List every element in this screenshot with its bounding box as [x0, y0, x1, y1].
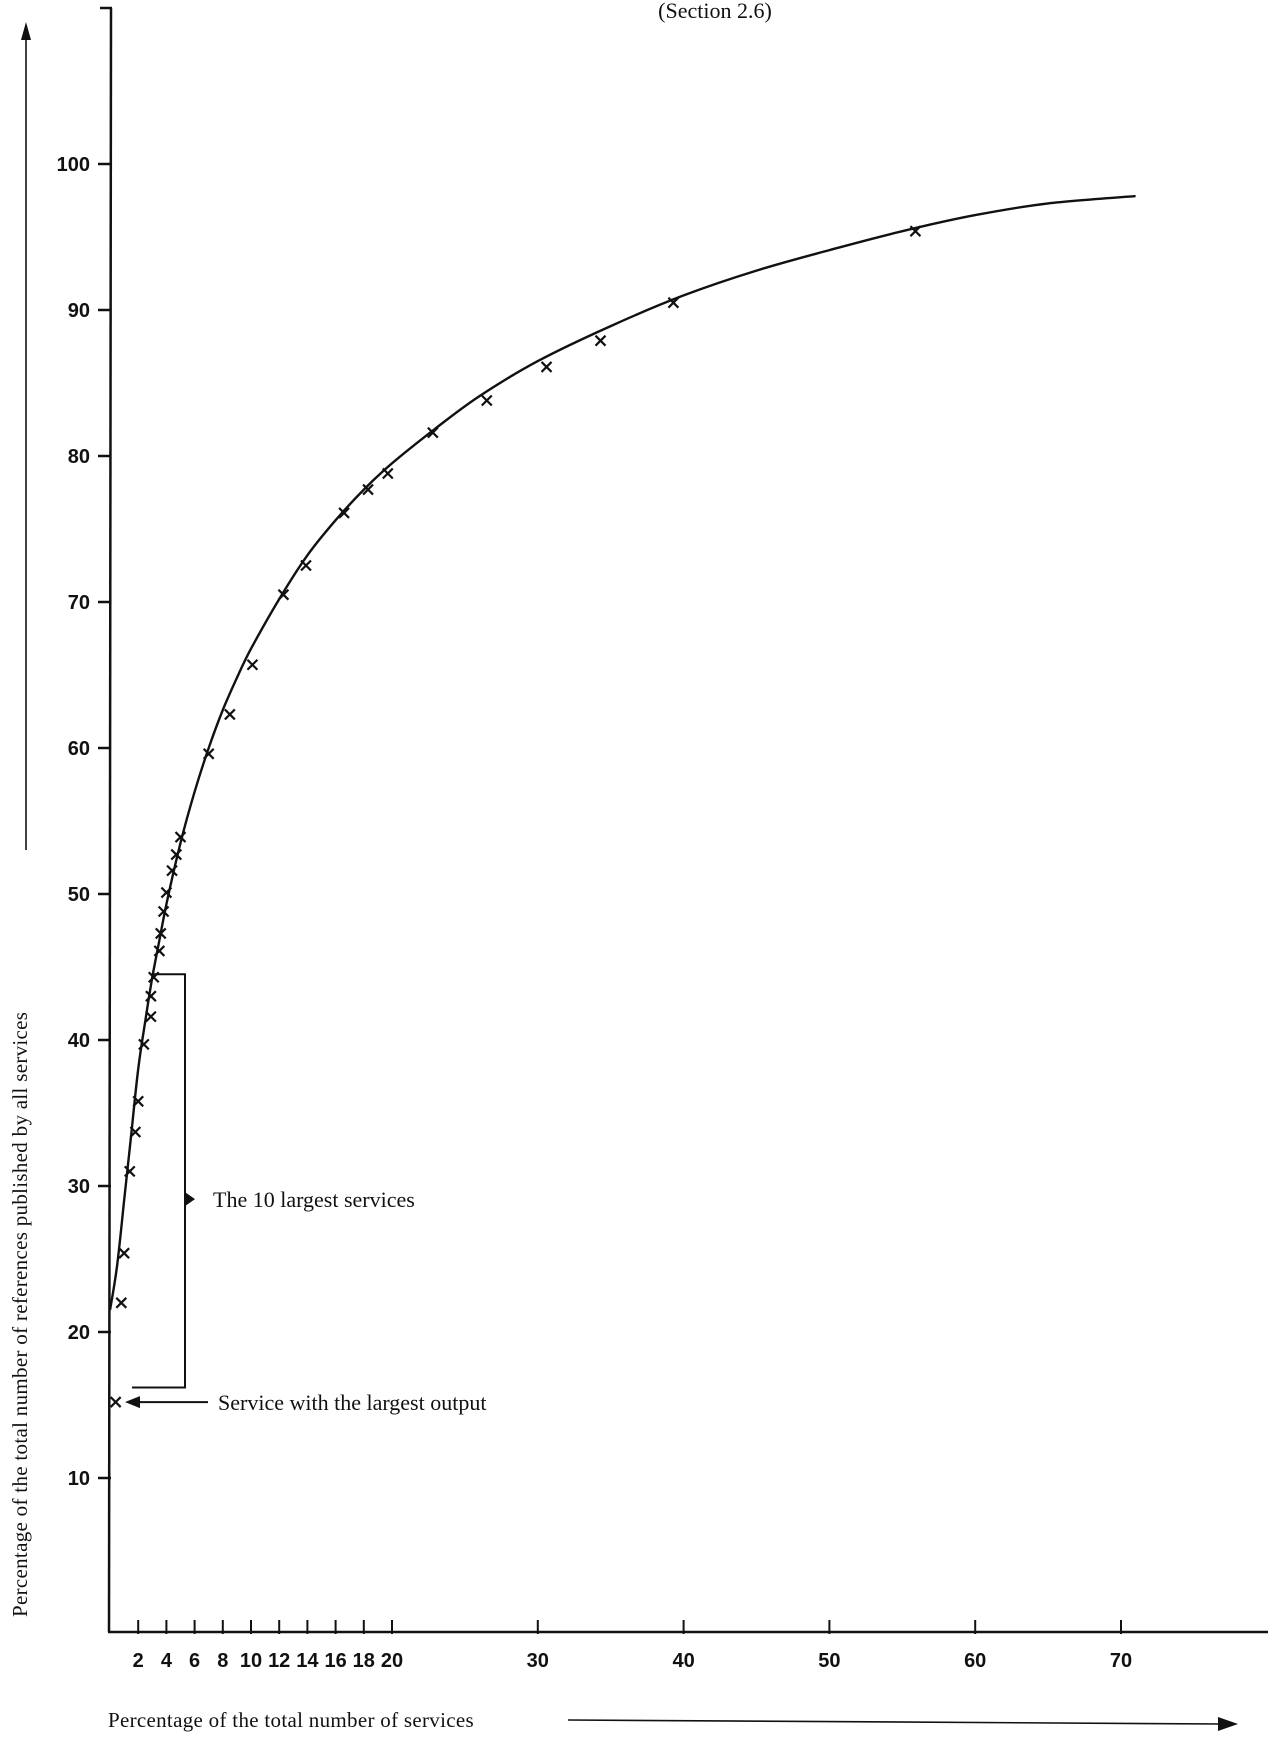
x-tick-label: 16: [324, 1650, 346, 1672]
largest-output-label: Service with the largest output: [218, 1390, 486, 1415]
data-point: [153, 945, 166, 957]
data-point: [145, 1010, 157, 1023]
y-tick-label: 100: [57, 154, 90, 176]
y-tick-label: 70: [68, 592, 90, 614]
data-point: [138, 1038, 150, 1051]
data-point: [166, 864, 178, 877]
data-point: [427, 426, 439, 439]
data-point: [667, 296, 680, 309]
data-point: [145, 990, 157, 1002]
data-point: [160, 886, 173, 899]
x-tick-label: 50: [818, 1650, 840, 1672]
x-axis-title-arrow-shaft: [567, 1719, 1223, 1725]
y-tick-label: 50: [68, 884, 90, 906]
data-point: [594, 334, 607, 347]
data-point: [132, 1095, 144, 1108]
data-point: [246, 659, 259, 671]
bracket-label: The 10 largest services: [213, 1187, 415, 1212]
x-tick-label: 10: [240, 1650, 262, 1672]
data-point: [277, 588, 290, 601]
bracket-pointer: [185, 1192, 195, 1207]
y-tick-label: 10: [68, 1468, 90, 1490]
data-point: [118, 1247, 130, 1259]
y-tick-label: 90: [68, 300, 90, 322]
data-point: [123, 1165, 136, 1178]
y-axis-title-arrowhead: [21, 22, 31, 40]
y-axis-title: Percentage of the total number of refere…: [8, 1012, 32, 1617]
data-point: [115, 1297, 128, 1309]
largest-output-annotation: Service with the largest output: [125, 1390, 486, 1415]
fit-curve-layer: [108, 194, 1136, 1311]
data-point: [129, 1126, 142, 1138]
data-point: [224, 708, 236, 721]
data-point: [157, 905, 170, 918]
bracket-line: [132, 973, 186, 1389]
data-point: [338, 507, 350, 519]
x-tick-label: 20: [381, 1650, 403, 1672]
data-points: [109, 225, 922, 1408]
x-tick-label: 60: [964, 1650, 986, 1672]
data-point: [362, 483, 374, 496]
x-tick-label: 30: [527, 1650, 549, 1672]
y-tick-label: 40: [68, 1030, 90, 1052]
data-point: [381, 467, 394, 480]
x-tick-label: 14: [296, 1650, 319, 1672]
x-tick-label: 2: [133, 1650, 144, 1672]
y-tick-label: 80: [68, 446, 90, 468]
y-tick-label: 20: [68, 1322, 90, 1344]
chart-subtitle: (Section 2.6): [658, 0, 772, 23]
data-point: [154, 927, 167, 940]
data-point: [170, 848, 183, 861]
x-tick-label: 40: [672, 1650, 694, 1672]
largest-output-arrowhead: [125, 1396, 140, 1409]
y-tick-label: 30: [68, 1176, 90, 1198]
data-point: [109, 1396, 122, 1408]
data-point: [174, 831, 187, 843]
data-point: [909, 225, 922, 237]
x-axis-title: Percentage of the total number of servic…: [108, 1708, 474, 1732]
x-axis-title-arrowhead: [1218, 1717, 1238, 1731]
x-tick-label: 70: [1110, 1650, 1132, 1672]
bracket-annotation: The 10 largest services: [132, 973, 415, 1389]
x-tick-label: 4: [161, 1650, 173, 1672]
x-tick-label: 12: [268, 1650, 290, 1672]
data-point: [540, 361, 553, 373]
data-point: [202, 748, 215, 760]
fit-curve: [108, 194, 1136, 1311]
data-point: [480, 394, 493, 407]
axis-ticks: 10 20 30 40 50 60 70 80 90 100 2 4 6 8 10 12 14 16 18 20 30 4…: [57, 154, 1133, 1672]
x-tick-label: 6: [189, 1650, 200, 1672]
x-tick-label: 8: [217, 1650, 228, 1672]
y-axis-line: [107, 7, 113, 1633]
data-point: [300, 559, 312, 572]
x-tick-label: 18: [353, 1650, 375, 1672]
y-tick-label: 60: [68, 738, 90, 760]
